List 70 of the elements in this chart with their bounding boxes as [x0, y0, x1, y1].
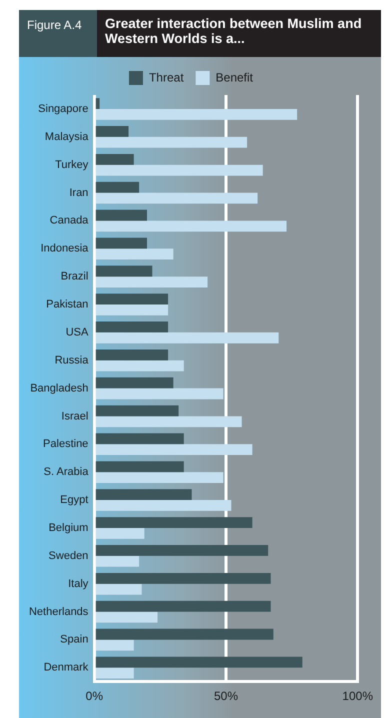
- y-tick-label: Iran: [69, 186, 88, 199]
- x-tick-label: 0%: [86, 689, 104, 704]
- bar: [96, 572, 271, 584]
- bar: [96, 276, 208, 288]
- bar: [96, 416, 242, 428]
- bar: [96, 472, 224, 483]
- y-tick-label: Canada: [50, 214, 90, 227]
- legend-label: Threat: [148, 70, 184, 84]
- bar: [96, 322, 168, 332]
- bar: [96, 304, 168, 316]
- y-tick-label: Spain: [60, 634, 88, 646]
- bar: [96, 556, 140, 567]
- x-tick-label: 100%: [342, 689, 374, 704]
- y-tick-label: Brazil: [60, 270, 88, 283]
- bar: [96, 182, 140, 193]
- bar: [96, 444, 252, 456]
- bar: [96, 388, 224, 400]
- bar: [96, 192, 258, 204]
- bar: [96, 154, 134, 165]
- bar: [96, 238, 147, 249]
- y-tick-label: Denmark: [44, 662, 89, 674]
- y-tick-label: Pakistan: [46, 298, 88, 311]
- y-tick-label: Israel: [61, 410, 88, 422]
- bar: [96, 528, 144, 539]
- bar: [96, 210, 147, 221]
- bar: [96, 220, 287, 232]
- bar: [96, 612, 158, 623]
- y-tick-label: Turkey: [55, 158, 89, 171]
- bar: [96, 545, 268, 556]
- bar: [96, 377, 174, 388]
- bar: [96, 500, 232, 511]
- y-tick-label: Sweden: [48, 550, 88, 562]
- chart-subtitle: Figure A.4: [19, 10, 97, 57]
- bar: [96, 600, 271, 612]
- bar: [96, 584, 142, 595]
- bar: [96, 266, 152, 277]
- bar: [96, 294, 168, 304]
- bar: [96, 332, 279, 344]
- y-tick-label: Singapore: [38, 103, 88, 115]
- bar: [96, 628, 274, 640]
- bar: [96, 98, 100, 109]
- bar: [96, 433, 184, 444]
- bar: [96, 349, 168, 360]
- x-tick-label: 50%: [214, 689, 238, 704]
- y-tick-label: Netherlands: [28, 606, 89, 618]
- bar: [96, 136, 248, 148]
- bar: [96, 461, 184, 472]
- bar: [96, 668, 134, 679]
- y-tick-label: Russia: [54, 354, 90, 366]
- y-tick-label: Belgium: [48, 522, 88, 534]
- bar: [96, 489, 192, 500]
- y-tick-label: S. Arabia: [44, 466, 90, 478]
- bar: [96, 164, 263, 176]
- y-tick-label: Indonesia: [40, 242, 90, 255]
- legend-label: Benefit: [216, 70, 254, 84]
- bar: [96, 640, 134, 651]
- y-tick-label: Palestine: [43, 438, 88, 450]
- y-tick-label: Egypt: [60, 494, 88, 506]
- y-tick-label: Italy: [68, 578, 89, 590]
- y-tick-label: USA: [66, 326, 89, 338]
- bar: [96, 656, 302, 668]
- bar: [96, 517, 252, 528]
- y-tick-label: Bangladesh: [30, 382, 88, 394]
- bar: [96, 108, 298, 120]
- bar: [96, 248, 174, 260]
- bar: [96, 360, 184, 372]
- bar: [96, 405, 179, 416]
- y-tick-label: Malaysia: [44, 130, 90, 143]
- bar: [96, 126, 129, 137]
- chart-title: Greater interaction between Muslim and Western Worlds is a...: [97, 10, 381, 57]
